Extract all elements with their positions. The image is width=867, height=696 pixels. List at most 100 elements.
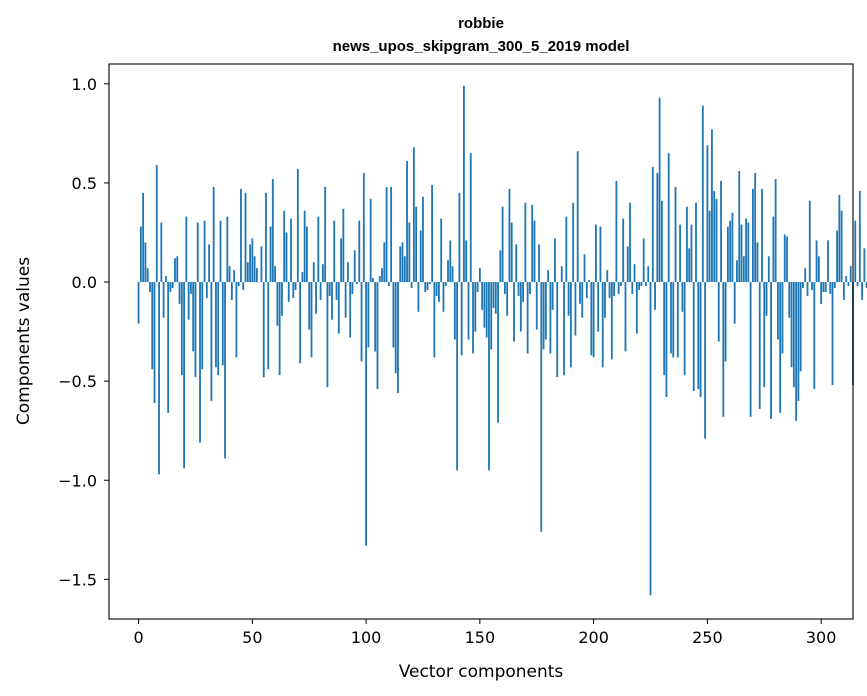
bar-31 [208, 244, 211, 283]
bar-171 [526, 282, 529, 354]
bar-142 [460, 282, 463, 356]
bar-318 [861, 282, 864, 300]
y-tick-label: 0.0 [72, 273, 97, 292]
bar-187 [563, 282, 565, 376]
bar-169 [522, 282, 524, 302]
bar-174 [533, 220, 536, 283]
bar-128 [428, 282, 431, 285]
bar-297 [813, 282, 816, 390]
bar-246 [697, 282, 700, 390]
y-tick-label: 0.5 [72, 174, 97, 193]
bar-43 [235, 282, 238, 358]
bar-255 [717, 282, 720, 342]
bar-198 [588, 280, 590, 283]
bar-87 [335, 282, 338, 300]
bar-91 [344, 282, 347, 318]
bar-60 [274, 266, 276, 283]
bar-258 [724, 282, 727, 362]
bar-130 [433, 282, 436, 358]
bar-73 [303, 210, 306, 283]
bar-7 [153, 282, 156, 403]
bar-181 [549, 282, 552, 354]
bar-50 [251, 238, 254, 283]
bar-188 [565, 216, 568, 283]
bar-215 [626, 246, 629, 283]
bar-94 [351, 282, 354, 294]
bar-265 [740, 224, 743, 283]
bar-107 [381, 268, 383, 283]
bar-86 [333, 220, 336, 283]
bar-140 [456, 282, 459, 471]
bar-316 [856, 282, 859, 286]
bar-211 [617, 282, 620, 294]
bar-242 [688, 248, 691, 283]
bar-67 [290, 218, 292, 283]
bar-83 [326, 282, 329, 388]
bar-141 [458, 192, 461, 283]
bar-168 [519, 282, 522, 332]
bar-302 [824, 282, 827, 292]
bar-230 [660, 200, 663, 283]
bar-186 [560, 266, 563, 283]
bar-287 [790, 282, 793, 368]
bar-103 [372, 278, 374, 283]
bar-139 [453, 282, 456, 340]
bar-317 [858, 190, 861, 283]
bar-3 [144, 242, 147, 283]
bar-286 [788, 282, 791, 318]
bar-138 [451, 266, 454, 283]
chart-title: robbie [458, 15, 504, 32]
bar-309 [840, 210, 843, 283]
bar-117 [403, 256, 406, 283]
bar-40 [228, 266, 231, 283]
bar-99 [362, 173, 365, 283]
bar-290 [797, 282, 800, 401]
y-tick-label: −1.5 [58, 570, 97, 589]
bar-45 [240, 188, 242, 283]
bar-264 [738, 171, 741, 283]
bar-121 [412, 147, 415, 283]
bar-135 [444, 282, 447, 286]
bar-254 [715, 198, 718, 283]
bar-161 [503, 282, 506, 294]
bar-319 [863, 248, 866, 283]
bar-176 [538, 244, 540, 283]
bar-275 [763, 282, 766, 388]
bar-132 [438, 282, 440, 302]
x-tick-label: 0 [133, 628, 143, 647]
bar-191 [572, 202, 575, 283]
bar-289 [795, 282, 798, 421]
bar-201 [594, 224, 597, 283]
bar-78 [315, 282, 317, 314]
bar-177 [540, 282, 543, 532]
bar-100 [365, 282, 368, 546]
bar-269 [749, 282, 752, 417]
bar-56 [265, 192, 267, 283]
bar-118 [406, 161, 408, 283]
bar-72 [301, 272, 304, 283]
bar-127 [426, 282, 429, 290]
y-axis-ticks: −1.5 −1.0 −0.5 0.0 0.5 1.0 [58, 75, 109, 589]
bar-172 [529, 282, 531, 294]
bar-239 [681, 282, 684, 312]
bar-305 [831, 282, 834, 386]
bar-244 [692, 282, 695, 392]
bar-281 [777, 282, 779, 340]
bar-205 [604, 282, 606, 318]
x-tick-label: 150 [465, 628, 496, 647]
bar-256 [720, 180, 722, 283]
bar-226 [651, 167, 654, 283]
bar-106 [378, 276, 381, 283]
bar-192 [574, 282, 577, 336]
bar-180 [547, 270, 550, 283]
bar-160 [501, 206, 504, 283]
bar-58 [269, 226, 272, 283]
x-axis-label: Vector components [399, 662, 564, 682]
bar-125 [422, 196, 424, 283]
bar-227 [654, 282, 656, 310]
bar-311 [845, 276, 848, 283]
bar-306 [833, 282, 836, 288]
bar-277 [767, 256, 770, 283]
bar-37 [221, 282, 224, 366]
x-tick-label: 300 [806, 628, 837, 647]
